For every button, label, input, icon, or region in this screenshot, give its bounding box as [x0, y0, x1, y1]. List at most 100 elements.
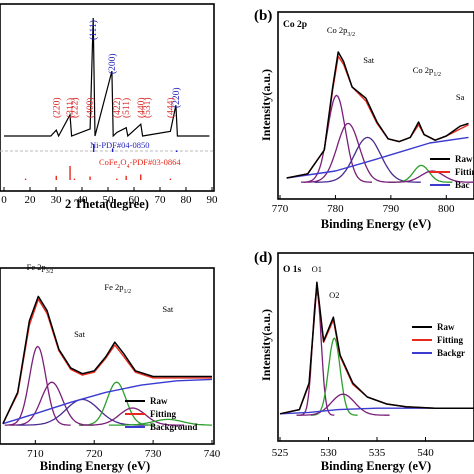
panel-a-xlabel: 2 Theta(degree): [65, 197, 149, 211]
xrd-peak-label: (444): [165, 97, 176, 118]
peak-label: O1: [312, 264, 322, 274]
series-raw-line: [286, 51, 469, 179]
panel-d: (d) O 1s O1 O2 525 530 535 540 Raw Fitting Bac…: [254, 250, 474, 473]
panel-c-xlabel: Binding Energy (eV): [40, 459, 150, 473]
xrd-pattern-line: [4, 17, 210, 138]
legend-label: Raw: [437, 322, 455, 332]
panel-c-xticks: 710 720 730 740: [27, 440, 221, 460]
fit-component-curve: [4, 345, 71, 426]
panel-d-xlabel: Binding Energy (eV): [321, 459, 431, 473]
legend-label: Bac: [455, 180, 470, 190]
xtick-label: 60: [129, 194, 141, 206]
series-background-line: [286, 136, 469, 179]
xtick-label: 530: [320, 447, 337, 459]
panel-d-legend: Raw Fitting Backgr: [412, 322, 465, 358]
panel-a-xticks: 0 20 30 40 50 60 70 80 90: [1, 187, 218, 206]
peak-label: Sat: [162, 304, 174, 314]
xtick-label: 540: [417, 447, 434, 459]
xrd-peak-label: (220): [51, 97, 62, 118]
fit-component-curve: [78, 381, 155, 426]
xrd-peak-label: (111): [88, 20, 99, 40]
panel-c-frame: [0, 267, 215, 445]
panel-a-frame: [0, 3, 215, 192]
fit-component-curve: [301, 94, 372, 183]
xrd-peak-label: (222): [69, 97, 80, 118]
panel-a-plot: (220) (311)(222) (400)(111)(200)(422) (511)…: [4, 17, 210, 180]
panel-b-ylabel: Intensity(a.u.): [259, 69, 273, 141]
xtick-label: 70: [155, 194, 167, 206]
xtick-label: 40: [77, 194, 89, 206]
peak-label: Fe 2p3/2: [27, 262, 54, 275]
xtick-label: 535: [369, 447, 386, 459]
series-background-line: [2, 378, 213, 425]
panel-d-title: O 1s: [283, 265, 302, 275]
panel-d-label: (d): [254, 250, 272, 266]
legend-label: Backgr: [437, 348, 465, 358]
peak-label: Co 2p3/2: [327, 25, 355, 38]
panel-b-title: Co 2p: [283, 20, 307, 30]
panel-d-frame: [277, 252, 474, 442]
series-fitting-line: [2, 298, 212, 425]
fit-component-curve: [108, 418, 212, 426]
legend-label: Raw: [455, 154, 473, 164]
xrd-peak-label: (220): [171, 87, 182, 108]
legend-label: Fitting: [150, 409, 176, 419]
panel-a: (220) (311)(222) (400)(111)(200)(422) (511)…: [0, 3, 218, 211]
fit-component-curve: [9, 381, 95, 426]
peak-label: Sat: [363, 55, 375, 65]
panel-b-legend: Raw Fitting Bac: [430, 154, 474, 190]
panel-a-ref-cofe-label: CoFe2O4-PDF#03-0864: [99, 157, 181, 170]
series-raw-line: [2, 295, 212, 425]
xtick-label: 50: [103, 194, 115, 206]
xrd-peak-label: (200): [107, 53, 118, 74]
xrd-peak-label: (311): [65, 98, 76, 118]
panel-a-ref-ni-label: Ni-PDF#04-0850: [90, 140, 150, 150]
peak-label: O2: [329, 290, 339, 300]
xrd-peak-label: (511): [121, 98, 132, 118]
panel-b-label: (b): [254, 8, 272, 24]
xtick-label: 30: [51, 194, 63, 206]
panel-d-xticks: 525 530 535 540: [272, 437, 434, 459]
fit-component-curve: [314, 136, 421, 183]
xtick-label: 20: [25, 194, 37, 206]
xtick-label: 0: [1, 194, 7, 206]
legend-label: Background: [150, 422, 197, 432]
xrd-peak-label: (531): [142, 97, 153, 118]
xrd-peak-label: (400): [85, 97, 96, 118]
fit-component-curve: [303, 122, 393, 183]
panel-b-xlabel: Binding Energy (eV): [321, 217, 431, 231]
fit-component-curve: [80, 407, 185, 426]
peak-label: Co 2p1/2: [413, 65, 441, 78]
panel-c-legend: Raw Fitting Background: [125, 396, 197, 432]
legend-label: Fitting: [437, 335, 463, 345]
legend-label: Raw: [150, 396, 168, 406]
panel-b-xticks: 770 780 790 800: [272, 195, 455, 215]
peak-label: Sa: [456, 92, 465, 102]
xtick-label: 80: [181, 194, 193, 206]
fit-component-curve: [16, 398, 149, 426]
xrd-peak-label: (422): [112, 97, 123, 118]
panel-b: (b) Co 2p Co 2p3/2 Sat Co 2p1/2 Sa 770 780 79…: [254, 8, 474, 231]
series-raw-line: [279, 281, 474, 415]
panel-d-plot: O1 O2: [279, 264, 474, 416]
xtick-label: 720: [86, 448, 103, 460]
xtick-label: 790: [383, 203, 400, 215]
panel-b-frame: [277, 11, 474, 200]
peak-label: Fe 2p1/2: [104, 282, 131, 295]
xtick-label: 730: [145, 448, 162, 460]
panel-c-plot: Fe 2p3/2 Sat Fe 2p1/2 Sat: [2, 262, 213, 426]
xtick-label: 90: [207, 194, 219, 206]
panel-d-ylabel: Intensity(a.u.): [259, 309, 273, 381]
fit-component-curve: [296, 393, 390, 416]
series-background-line: [279, 407, 474, 415]
xtick-label: 780: [327, 203, 344, 215]
xtick-label: 710: [27, 448, 44, 460]
xtick-label: 740: [204, 448, 221, 460]
xtick-label: 525: [272, 447, 289, 459]
legend-label: Fitting: [455, 167, 474, 177]
xrd-peak-label: (440): [136, 97, 147, 118]
peak-label: Sat: [74, 329, 86, 339]
xtick-label: 770: [272, 203, 289, 215]
